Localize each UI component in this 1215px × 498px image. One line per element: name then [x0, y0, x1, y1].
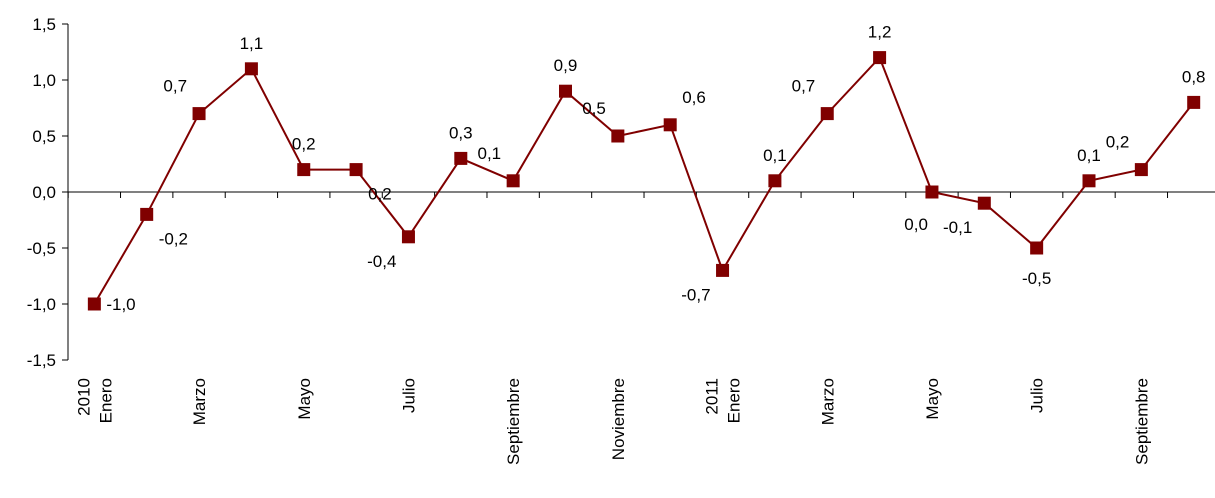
data-label: 0,2 [368, 185, 392, 204]
data-point-marker [1082, 174, 1096, 188]
data-label: 0,7 [163, 77, 187, 96]
x-tick-label: Enero [96, 378, 115, 423]
data-point-marker [87, 297, 101, 311]
data-label: 0,8 [1182, 67, 1206, 86]
data-point-marker [1187, 95, 1201, 109]
y-tick-label: 0,5 [32, 127, 56, 146]
data-point-marker [506, 174, 520, 188]
x-tick-label: Septiembre [1132, 378, 1151, 465]
y-tick-label: -0,5 [27, 239, 56, 258]
data-point-marker [768, 174, 782, 188]
data-label: 0,2 [292, 135, 316, 154]
y-tick-label: -1,0 [27, 295, 56, 314]
data-point-marker [716, 263, 730, 277]
x-tick-label: Marzo [818, 378, 837, 425]
data-label: 0,5 [582, 99, 606, 118]
data-point-marker [925, 185, 939, 199]
data-label: 0,0 [904, 215, 928, 234]
data-point-marker [454, 151, 468, 165]
x-axis-ticks: 2010 Enero Marzo Mayo Julio Septiembre Noviemb… [67, 192, 1169, 465]
data-point-marker [977, 196, 991, 210]
data-point-marker [192, 107, 206, 121]
series-group [87, 51, 1201, 311]
data-point-marker [401, 230, 415, 244]
axes [67, 24, 1215, 360]
data-point-marker [873, 51, 887, 65]
data-label: 0,2 [1106, 133, 1130, 152]
data-point-marker [663, 118, 677, 132]
data-point-marker [611, 129, 625, 143]
data-point-marker [297, 163, 311, 177]
data-point-marker [140, 207, 154, 221]
data-label: -0,4 [367, 252, 396, 271]
data-label: -0,2 [159, 229, 188, 248]
data-point-marker [820, 107, 834, 121]
data-labels-group: -1,0 -0,2 0,7 1,1 0,2 0,2 -0,4 0,3 0,1 0,9 0,5 0,6 -… [106, 23, 1205, 314]
x-tick-label: Noviembre [609, 378, 628, 460]
y-tick-label: 0,0 [32, 183, 56, 202]
data-label: -0,5 [1022, 269, 1051, 288]
y-axis-ticks: 1,5 1,0 0,5 0,0 -0,5 -1,0 -1,5 [27, 15, 68, 370]
y-tick-label: 1,5 [32, 15, 56, 34]
data-label: -0,7 [681, 285, 710, 304]
data-point-marker [1134, 163, 1148, 177]
data-label: 1,2 [868, 23, 892, 42]
data-label: 0,1 [478, 144, 502, 163]
y-tick-label: -1,5 [27, 351, 56, 370]
y-tick-label: 1,0 [32, 71, 56, 90]
x-tick-label: Septiembre [504, 378, 523, 465]
data-label: -1,0 [106, 295, 135, 314]
series-line [93, 55, 1195, 305]
x-tick-label: Mayo [923, 378, 942, 420]
data-label: 0,1 [763, 146, 787, 165]
data-point-marker [559, 84, 572, 98]
data-label: 0,6 [682, 88, 706, 107]
x-tick-label: 2011 [703, 378, 722, 415]
x-tick-label: Julio [399, 378, 418, 413]
x-tick-label: Marzo [190, 378, 209, 425]
data-label: 0,3 [449, 123, 473, 142]
x-tick-label: Mayo [295, 378, 314, 420]
data-label: 0,1 [1077, 146, 1101, 165]
x-tick-label: 2010 [74, 378, 93, 416]
data-label: 0,9 [554, 56, 578, 75]
data-label: 0,7 [792, 77, 816, 96]
data-label: 1,1 [240, 34, 264, 53]
x-tick-label: Julio [1028, 378, 1047, 413]
data-point-marker [1030, 241, 1044, 255]
data-label: -0,1 [943, 218, 972, 237]
data-point-marker [349, 163, 363, 177]
x-tick-label: Enero [725, 378, 744, 423]
data-point-marker [244, 62, 258, 76]
